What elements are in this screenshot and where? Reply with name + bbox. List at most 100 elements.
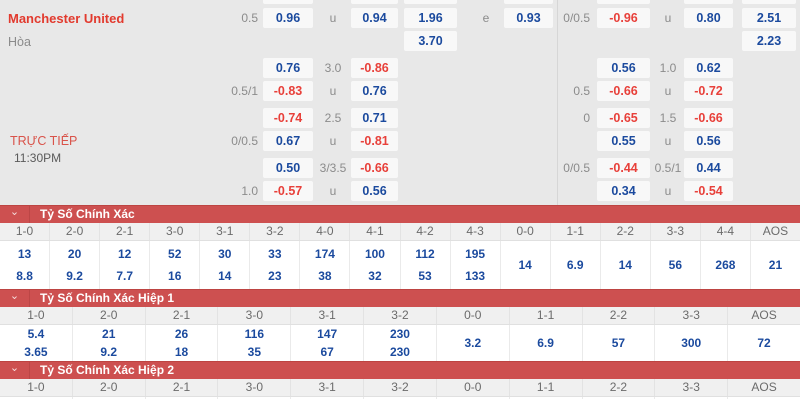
score-odds-cell[interactable]: 230 230 [364,325,437,361]
score-odds-cell[interactable]: 57 [583,325,656,361]
score-odds-cell[interactable]: 52 16 [150,241,201,289]
handicap-label: u [329,11,337,25]
odds-value-cell[interactable]: 2.23 [742,31,796,51]
odds-value-cell[interactable]: -0.66 [684,108,733,128]
handicap-label: 1.0 [241,184,258,198]
score-column-headers: 1-0 2-0 2-1 3-0 3-1 3-2 0-0 1-1 2-2 3-3 AOS [0,379,800,397]
odds-value-cell[interactable]: 3.70 [404,31,457,51]
score-odds-cell[interactable]: 174 38 [300,241,351,289]
odds-value-cell[interactable]: 0.62 [684,58,733,78]
odds-value-cell[interactable]: 0.56 [597,58,650,78]
odds-value-cell[interactable]: 0.93 [504,8,553,28]
score-column-header: AOS [751,308,777,322]
odds-value-cell[interactable]: 0.50 [263,158,313,178]
handicap-label: 0.5 [241,11,258,25]
chevron-down-icon: ⌄ [0,206,30,223]
odds-value-cell[interactable]: 0.56 [684,131,733,151]
score-odds-cell[interactable]: 3.2 [437,325,510,361]
score-column-header: 2-1 [146,379,219,396]
score-column-header: 0-0 [501,223,551,240]
score-odds-value: 33 [268,247,282,261]
odds-value-cell[interactable]: 2.51 [742,8,796,28]
score-odds-cell[interactable]: 268 [701,241,751,289]
score-odds-cell[interactable]: 195 133 [451,241,501,289]
score-odds-row: 13 8.8 20 9.2 12 7.7 52 16 30 14 33 23 174 38 100 32 112… [0,241,800,289]
score-column-header: 3-2 [364,307,437,324]
score-odds-cell[interactable]: 112 53 [401,241,451,289]
odds-value-cell[interactable]: -0.86 [351,58,398,78]
odds-value-cell[interactable]: 0.55 [597,131,650,151]
score-column-header: 3-0 [150,223,201,240]
odds-value-cell[interactable]: -0.81 [351,131,398,151]
score-odds-value: 116 [244,327,265,341]
odds-value-cell[interactable]: 0.44 [684,158,733,178]
score-odds-cell[interactable]: 6.9 [510,325,583,361]
score-odds-cell[interactable]: 20 9.2 [50,241,101,289]
odds-value-cell[interactable]: -0.72 [684,81,733,101]
score-odds-cell[interactable]: 30 14 [200,241,251,289]
chevron-down-icon: ⌄ [0,362,30,379]
score-column-headers: 1-0 2-0 2-1 3-0 3-1 3-2 0-0 1-1 2-2 3-3 AOS [0,307,800,325]
odds-value-cell[interactable]: -0.44 [597,158,650,178]
section-banner[interactable]: ⌄ Tỷ Số Chính Xác Hiệp 2 [0,361,800,379]
odds-value-cell[interactable]: -0.54 [684,181,733,201]
odds-value-cell[interactable]: 1.96 [404,8,457,28]
score-odds-cell[interactable]: 21 [751,241,800,289]
cutoff-odds-cell [597,0,650,4]
odds-value-cell[interactable]: -0.65 [597,108,650,128]
score-odds-cell[interactable]: 147 67 [291,325,365,361]
score-odds-cell[interactable]: 56 [651,241,701,289]
odds-value-cell[interactable]: 0.96 [263,8,313,28]
score-odds-cell[interactable]: 12 7.7 [100,241,151,289]
odds-value-cell[interactable]: -0.66 [597,81,650,101]
score-odds-cell[interactable]: 116 35 [218,325,292,361]
section-banner[interactable]: ⌄ Tỷ Số Chính Xác [0,205,800,223]
score-odds-cell[interactable]: 14 [501,241,551,289]
score-column-header: 4-4 [701,223,751,240]
handicap-label: 0.5/1 [654,161,682,175]
cutoff-odds-cell [263,0,313,4]
score-column-headers: 1-0 2-0 2-1 3-0 3-1 3-2 4-0 4-1 4-2 4-3 0-0 1-1 2-2 3… [0,223,800,241]
odds-value-cell[interactable]: 0.76 [351,81,398,101]
score-odds-cell[interactable]: 33 23 [250,241,301,289]
score-odds-cell[interactable]: 13 8.8 [0,241,51,289]
odds-value-cell[interactable]: -0.57 [263,181,313,201]
odds-value-cell[interactable]: 0.34 [597,181,650,201]
score-odds-value: 67 [320,345,334,359]
handicap-label: u [329,134,337,148]
score-odds-cell [728,397,800,399]
score-odds-value: 16 [168,269,182,283]
score-column-header: 3-3 [651,223,701,240]
score-column-header: 3-2 [364,379,437,396]
cutoff-odds-cell [742,0,796,4]
score-odds-cell[interactable]: 5.4 3.65 [0,325,73,361]
score-odds-value: 56 [668,258,683,272]
odds-value-cell[interactable]: -0.74 [263,108,313,128]
section-banner[interactable]: ⌄ Tỷ Số Chính Xác Hiệp 1 [0,289,800,307]
score-column-header: 2-2 [583,379,656,396]
score-odds-value: 30 [218,247,232,261]
handicap-label: u [329,184,337,198]
score-odds-cell[interactable]: 26 18 [146,325,219,361]
odds-value-cell[interactable]: 0.94 [351,8,398,28]
score-column-header: 2-1 [146,307,219,324]
odds-value-cell[interactable]: 0.76 [263,58,313,78]
score-odds-cell[interactable]: 100 32 [350,241,401,289]
odds-value-cell[interactable]: -0.96 [597,8,650,28]
odds-value-cell[interactable]: -0.66 [351,158,398,178]
odds-value-cell[interactable]: -0.83 [263,81,313,101]
score-odds-value: 147 [317,327,338,341]
score-odds-value: 14 [618,258,632,272]
odds-value-cell[interactable]: 0.56 [351,181,398,201]
odds-value-cell[interactable]: 0.71 [351,108,398,128]
odds-value-cell[interactable]: 0.67 [263,131,313,151]
score-column-header: 2-0 [50,223,101,240]
score-odds-cell[interactable]: 14 [601,241,651,289]
odds-value-cell[interactable]: 0.80 [684,8,733,28]
score-odds-cell[interactable]: 300 [655,325,729,361]
score-odds-cell[interactable]: 6.9 [551,241,601,289]
score-odds-cell [364,397,437,399]
score-odds-cell[interactable]: 21 9.2 [73,325,146,361]
score-odds-cell[interactable]: 72 [728,325,800,361]
chevron-down-icon: ⌄ [0,290,30,307]
